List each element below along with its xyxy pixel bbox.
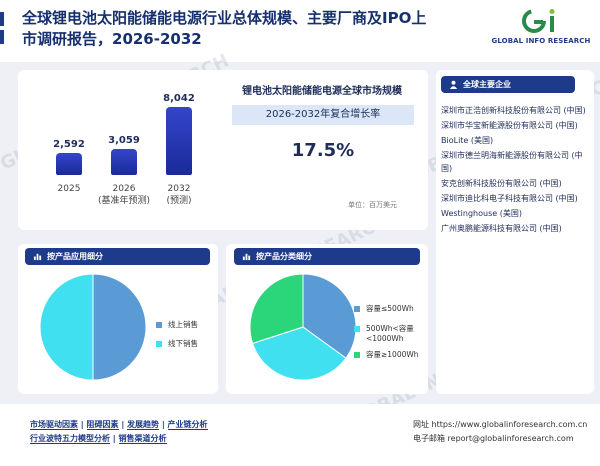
companies-heading-label: 全球主要企业 [463, 80, 511, 89]
company-list: 深圳市正浩创新科技股份有限公司 (中国) 深圳市华宝新能源股份有限公司 (中国)… [441, 104, 591, 237]
legend-label: 500Wh<容量<1000Wh [366, 324, 414, 343]
chart-icon [242, 253, 251, 261]
separator: | [161, 420, 165, 429]
email-label: 电子邮箱 [413, 434, 445, 443]
product-type-pie-chart [249, 273, 357, 381]
list-item: 广州奥鹏能源科技有限公司 (中国) [441, 224, 562, 233]
link-sales-channel[interactable]: 销售渠道分析 [118, 434, 167, 444]
chart-icon [33, 253, 42, 261]
bar-1 [111, 149, 137, 175]
link-porter[interactable]: 行业波特五力模型分析 [30, 434, 110, 444]
page-title: 全球锂电池太阳能储能电源行业总体规模、主要厂商及IPO上 市调研报告，2026-… [22, 8, 442, 50]
footer: 市场驱动因素 | 阻碍因素 | 发展趋势 | 产业链分析 行业波特五力模型分析 … [0, 404, 600, 466]
market-title: 锂电池太阳能储能电源全球市场规模 [242, 86, 402, 97]
legend-label: 容量≤500Wh [366, 304, 414, 313]
link-trends[interactable]: 发展趋势 [127, 420, 160, 430]
email-link[interactable]: report@globalinforesearch.com [447, 434, 574, 443]
companies-heading: 全球主要企业 [441, 76, 575, 93]
legend-item: 线上销售 [156, 320, 216, 332]
bar-value-label: 2,592 [53, 139, 85, 151]
bar-value-label: 8,042 [163, 93, 195, 104]
legend-swatch [354, 352, 360, 358]
list-item: BioLite (美国) [441, 136, 494, 145]
group-icon [449, 80, 458, 89]
product-type-card: 容量≤500Wh 500Wh<容量<1000Wh 容量≥1000Wh [226, 244, 428, 394]
application-pie-chart [39, 273, 147, 381]
legend-swatch [156, 322, 162, 328]
separator: | [112, 434, 116, 443]
list-item: 安克创新科技股份有限公司 (中国) [441, 179, 562, 188]
link-barriers[interactable]: 阻碍因素 [86, 420, 119, 430]
logo-text: GLOBAL INFO RESEARCH [491, 37, 591, 45]
website-link[interactable]: https://www.globalinforesearch.com.cn [431, 420, 588, 429]
pie-slice-0 [92, 273, 147, 381]
website-label: 网址 [413, 420, 429, 429]
legend-swatch [354, 306, 360, 312]
bar-category-label: 2026 (基准年预测) [97, 184, 151, 206]
legend-label: 线上销售 [168, 320, 198, 329]
legend-swatch [156, 341, 162, 347]
list-item: 深圳市德兰明海新能源股份有限公司 (中国) [441, 151, 583, 173]
list-item: Westinghouse (美国) [441, 209, 522, 218]
link-industry-chain[interactable]: 产业链分析 [167, 420, 208, 430]
application-card: 线上销售 线下销售 [18, 244, 218, 394]
footer-links: 市场驱动因素 | 阻碍因素 | 发展趋势 | 产业链分析 行业波特五力模型分析 … [30, 418, 280, 446]
cagr-value: 17.5% [291, 140, 355, 161]
title-line-1: 全球锂电池太阳能储能电源行业总体规模、主要厂商及IPO上 [22, 9, 427, 27]
unit-note: 单位：百万美元 [348, 201, 397, 209]
link-drivers[interactable]: 市场驱动因素 [30, 420, 78, 430]
product-type-heading-label: 按产品分类细分 [256, 252, 312, 261]
bar-2 [166, 107, 192, 175]
legend-item: 容量≤500Wh [354, 304, 424, 316]
bar-0 [56, 153, 82, 175]
title-line-2: 市调研报告，2026-2032 [22, 30, 202, 48]
bar-category-label: 2032 (预测) [166, 184, 192, 206]
companies-card [436, 70, 594, 394]
legend-item: 线下销售 [156, 339, 216, 351]
pie-slice-1 [251, 326, 347, 381]
legend-item: 容量≥1000Wh [354, 350, 424, 372]
list-item: 深圳市正浩创新科技股份有限公司 (中国) [441, 106, 586, 115]
application-heading-label: 按产品应用细分 [47, 252, 103, 261]
product-type-heading: 按产品分类细分 [234, 248, 420, 265]
separator: | [121, 420, 125, 429]
application-heading: 按产品应用细分 [25, 248, 210, 265]
market-size-card: 2,592 3,059 8,042 2025 2026 (基准年预测) 2032 (… [18, 70, 428, 230]
pie-slice-0 [302, 273, 357, 359]
separator: | [80, 420, 84, 429]
cagr-label: 2026-2032年复合增长率 [232, 105, 414, 125]
legend-label: 线下销售 [168, 339, 198, 348]
list-item: 深圳市华宝新能源股份有限公司 (中国) [441, 121, 578, 130]
brand-logo: GLOBAL INFO RESEARCH [486, 8, 596, 48]
legend-swatch [354, 326, 360, 332]
bar-value-label: 3,059 [108, 135, 140, 147]
legend-label: 容量≥1000Wh [366, 350, 419, 359]
pie-slice-2 [249, 273, 304, 345]
bar-category-label: 2025 [57, 184, 81, 194]
pie-slice-1 [39, 273, 94, 381]
list-item: 深圳市迪比科电子科技有限公司 (中国) [441, 194, 578, 203]
legend-item: 500Wh<容量<1000Wh [354, 324, 424, 346]
footer-contact: 网址 https://www.globalinforesearch.com.cn… [413, 418, 598, 446]
logo-mark-icon [522, 9, 555, 33]
title-accent [0, 6, 22, 56]
